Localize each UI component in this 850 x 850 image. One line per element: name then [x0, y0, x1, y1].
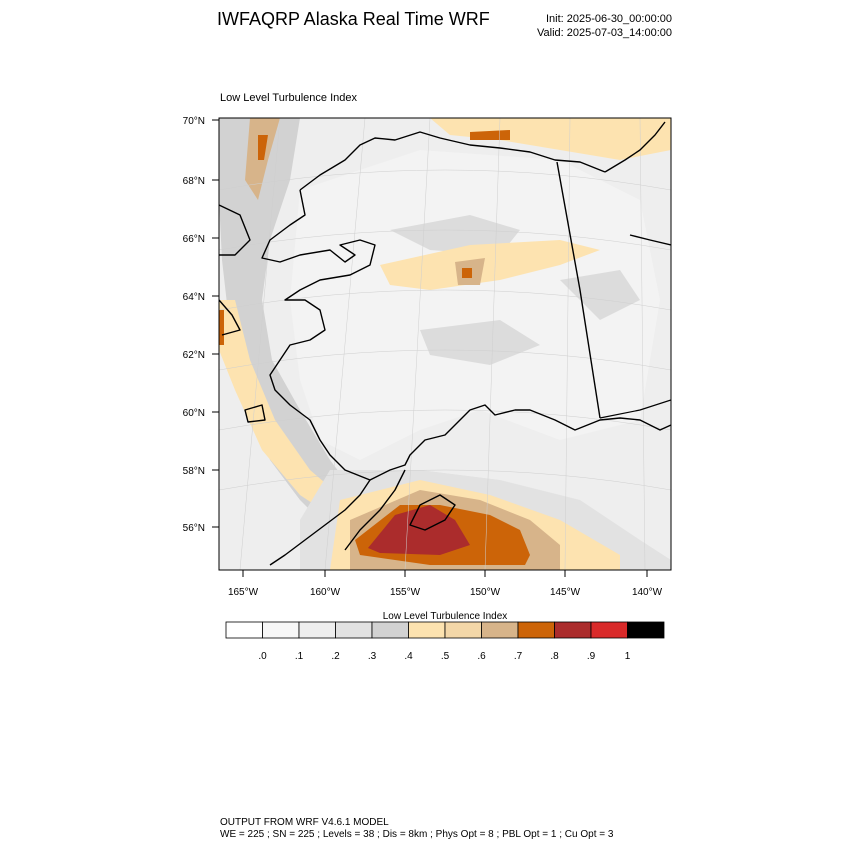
colorbar-box	[225, 621, 263, 639]
lat-tick-marks	[212, 119, 219, 528]
field-label: Low Level Turbulence Index	[220, 92, 357, 104]
colorbar-label: .5	[441, 651, 450, 662]
field-spot	[258, 135, 268, 160]
lon-label: 155°W	[390, 587, 421, 598]
colorbar-label: .9	[587, 651, 596, 662]
colorbar-label: 1	[625, 651, 631, 662]
colorbar-box	[335, 621, 373, 639]
field-spot	[470, 130, 510, 140]
lat-label: 70°N	[183, 116, 205, 127]
lon-label: 160°W	[310, 587, 341, 598]
lat-label: 60°N	[183, 408, 205, 419]
field-turbulence-max	[368, 505, 470, 555]
lon-label: 165°W	[228, 587, 259, 598]
coastlines	[219, 121, 671, 566]
footer-model-line: OUTPUT FROM WRF V4.6.1 MODEL	[220, 817, 389, 828]
border-us-canada	[556, 161, 601, 419]
map-frame	[218, 117, 672, 571]
lat-label: 64°N	[183, 292, 205, 303]
colorbar-labels: .0 .1 .2 .3 .4 .5 .6 .7 .8 .9 1	[258, 651, 630, 662]
footer-config-line: WE = 225 ; SN = 225 ; Levels = 38 ; Dis …	[220, 829, 614, 840]
init-time: Init: 2025-06-30_00:00:00	[546, 13, 672, 25]
field-spot	[219, 310, 224, 345]
colorbar-box	[444, 621, 482, 639]
colorbar-label: .7	[514, 651, 523, 662]
map-title: IWFAQRP Alaska Real Time WRF	[217, 9, 490, 29]
colorbar-box	[408, 621, 446, 639]
field-patch	[420, 320, 540, 365]
colorbar-box	[481, 621, 519, 639]
colorbar-label: .4	[404, 651, 413, 662]
colorbar	[225, 621, 665, 639]
lat-label: 58°N	[183, 466, 205, 477]
colorbar-box	[627, 621, 665, 639]
colorbar-label: .2	[331, 651, 340, 662]
lon-label: 140°W	[632, 587, 663, 598]
border-segment	[599, 399, 671, 419]
lon-label: 150°W	[470, 587, 501, 598]
valid-time: Valid: 2025-07-03_14:00:00	[537, 27, 672, 39]
field-band-arctic	[430, 118, 671, 160]
lon-tick-marks	[242, 570, 648, 577]
lat-label: 68°N	[183, 176, 205, 187]
field-patch-interior	[380, 240, 600, 290]
lon-label: 145°W	[550, 587, 581, 598]
colorbar-box	[262, 621, 300, 639]
field-patch	[560, 270, 640, 320]
colorbar-label: .1	[295, 651, 304, 662]
lat-label: 62°N	[183, 350, 205, 361]
lat-label: 66°N	[183, 234, 205, 245]
colorbar-box	[298, 621, 336, 639]
map-area	[219, 118, 671, 570]
colorbar-label: .0	[258, 651, 267, 662]
graticule	[219, 118, 671, 570]
colorbar-label: .8	[550, 651, 559, 662]
colorbar-label: .6	[477, 651, 486, 662]
colorbar-box	[590, 621, 628, 639]
colorbar-label: .3	[368, 651, 377, 662]
lat-label: 56°N	[183, 523, 205, 534]
colorbar-title: Low Level Turbulence Index	[383, 611, 508, 622]
field-spot	[462, 268, 472, 278]
field-interior	[290, 150, 660, 460]
colorbar-box	[554, 621, 592, 639]
colorbar-box	[517, 621, 555, 639]
colorbar-box	[371, 621, 409, 639]
